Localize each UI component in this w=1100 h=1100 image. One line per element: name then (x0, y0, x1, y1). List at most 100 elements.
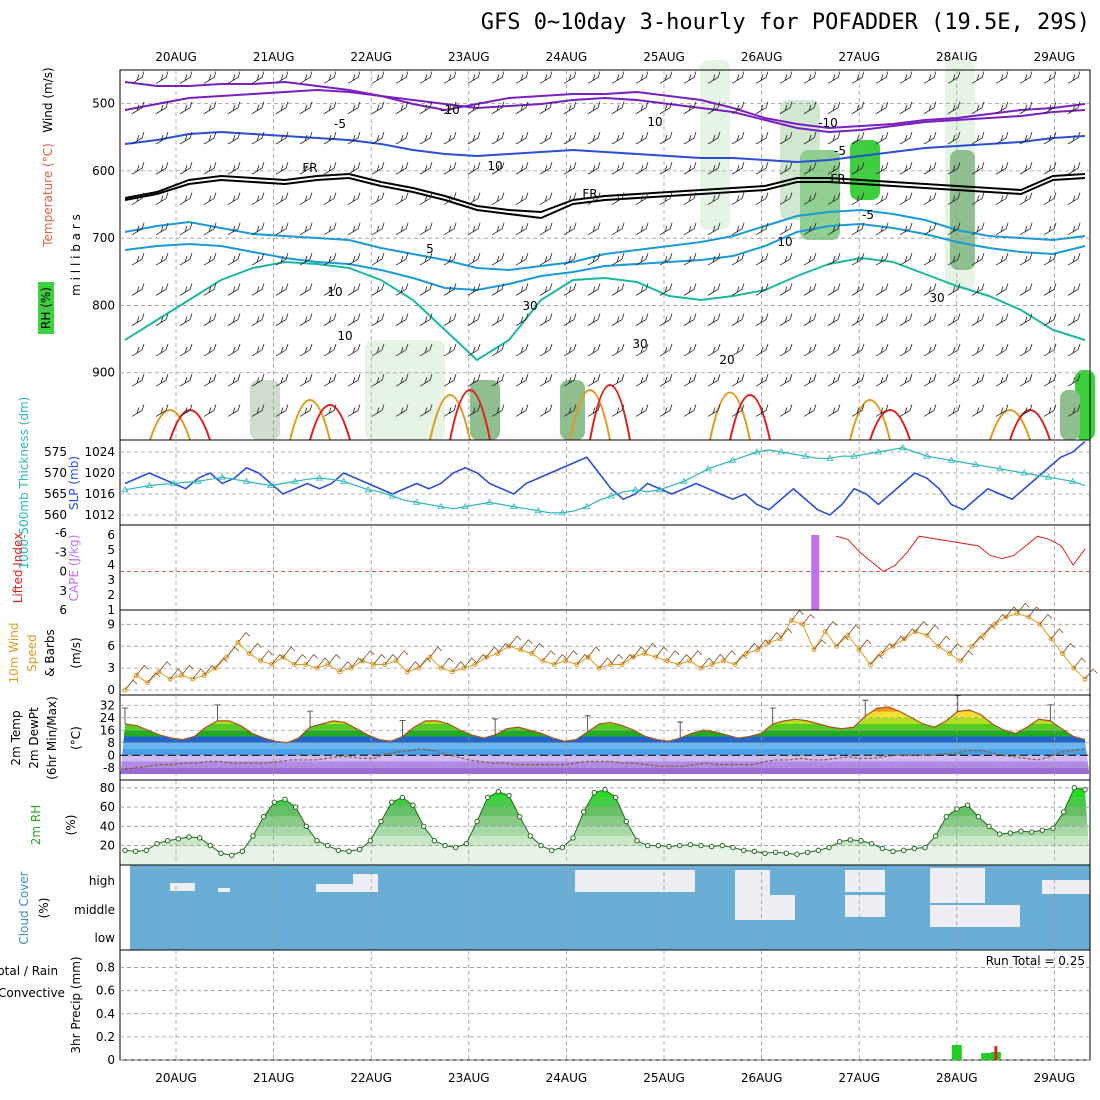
wind10m-label-3: & Barbs (43, 629, 57, 677)
wind-speed-marker (314, 665, 320, 671)
thickness-marker (364, 486, 372, 493)
thickness-marker (340, 477, 348, 484)
wind-barb (251, 162, 265, 175)
thickness-marker (388, 492, 397, 499)
wind-barb (899, 252, 913, 266)
wind-barb (155, 374, 169, 387)
rh-marker (164, 838, 171, 844)
minmax-errbar (1047, 704, 1054, 721)
rh-marker (890, 848, 896, 855)
wind-barb (611, 313, 625, 326)
wind-barb (1043, 404, 1057, 417)
wind-barb (419, 131, 433, 145)
wind-barb-10m (666, 650, 680, 662)
thickness-tick: 565 (44, 487, 67, 501)
wind-barb (1043, 162, 1057, 175)
wind-barb (899, 313, 913, 326)
wind-barb-10m (452, 661, 465, 672)
wind-barb-10m (655, 646, 669, 658)
warm-contour (429, 394, 471, 441)
wind-barb (443, 252, 457, 266)
wind-barb (203, 313, 217, 326)
wind-barb (395, 71, 409, 84)
slp-tick: 1012 (84, 508, 115, 522)
cloud-level-label: middle (74, 903, 115, 917)
wind-barb (971, 192, 985, 205)
thickness-marker (194, 477, 202, 484)
isotherm-line (124, 80, 1086, 130)
rh-marker (783, 850, 790, 856)
wind-barb (443, 131, 457, 145)
li-tick: 6 (59, 603, 67, 617)
wind-barb (227, 343, 241, 357)
wind-barb (371, 101, 385, 115)
precip-tick: 0 (107, 1053, 115, 1067)
wind-barb (227, 404, 241, 417)
wind-barb (179, 162, 193, 175)
cloud-cell (930, 868, 985, 903)
thickness-marker (242, 477, 251, 484)
wind-barb (179, 71, 193, 84)
wind-barb (851, 192, 865, 205)
wind-barb (419, 222, 433, 236)
wind-barb (203, 374, 217, 387)
thickness-marker (996, 465, 1004, 472)
wind-speed-marker (178, 672, 184, 678)
thickness-marker (850, 452, 858, 459)
wind-barb (539, 343, 553, 357)
wind-barb (731, 71, 745, 84)
isotherm-line (124, 208, 1086, 272)
wind-barb (323, 131, 337, 145)
temperature-axis-label: Temperature (°C) (41, 143, 55, 248)
wind-barb (659, 283, 673, 296)
wind-barb (611, 404, 625, 417)
warm-contour (849, 399, 891, 441)
wind-barb (779, 374, 793, 387)
wind-barb (755, 404, 769, 417)
wind-barb-10m (779, 628, 793, 640)
wind-barb (443, 343, 457, 357)
wind-barb (371, 162, 385, 175)
wind-speed-marker (145, 680, 151, 686)
rh-marker (207, 842, 214, 849)
wind-barb (227, 162, 241, 175)
wind-barb-10m (621, 653, 635, 665)
temp-tick: 24 (100, 711, 115, 725)
wind-barb (923, 374, 937, 387)
wind-barb (299, 404, 313, 417)
wind-barb (923, 162, 937, 175)
temp-band (120, 742, 1090, 749)
wind-barb (659, 131, 673, 145)
wind-barb (299, 71, 313, 84)
wind-barb (971, 131, 985, 145)
wind-barb-10m (135, 664, 149, 676)
wind-barb-10m (1062, 642, 1075, 654)
wind-barb (851, 404, 865, 417)
wind-barb (323, 222, 337, 236)
rh-band (120, 826, 1090, 836)
wind-barb (707, 313, 721, 326)
wind-speed-marker (303, 661, 309, 667)
wind-barb (563, 252, 577, 266)
wind-barb (515, 374, 529, 387)
wind-speed-marker (291, 661, 297, 667)
wind-barb (1019, 222, 1033, 236)
wind-barb (683, 222, 697, 236)
rh-marker (420, 823, 427, 830)
wind-barb (563, 162, 577, 175)
wind-barb-10m (858, 639, 872, 651)
wind-speed-marker (517, 647, 523, 653)
wind-speed-marker (743, 651, 749, 656)
wind-barb (683, 131, 697, 145)
wind-barb (371, 374, 385, 387)
wind-barb (467, 222, 481, 236)
warm-contour (569, 389, 611, 441)
wind-barb (1067, 313, 1081, 326)
thickness-marker (971, 460, 980, 467)
wind-barb (707, 252, 721, 266)
wind-barb-10m (553, 653, 567, 665)
thickness-line (124, 447, 1086, 514)
thickness-marker (534, 507, 542, 514)
date-label-bottom: 20AUG (155, 1071, 197, 1085)
wind-barb-10m (903, 628, 917, 640)
